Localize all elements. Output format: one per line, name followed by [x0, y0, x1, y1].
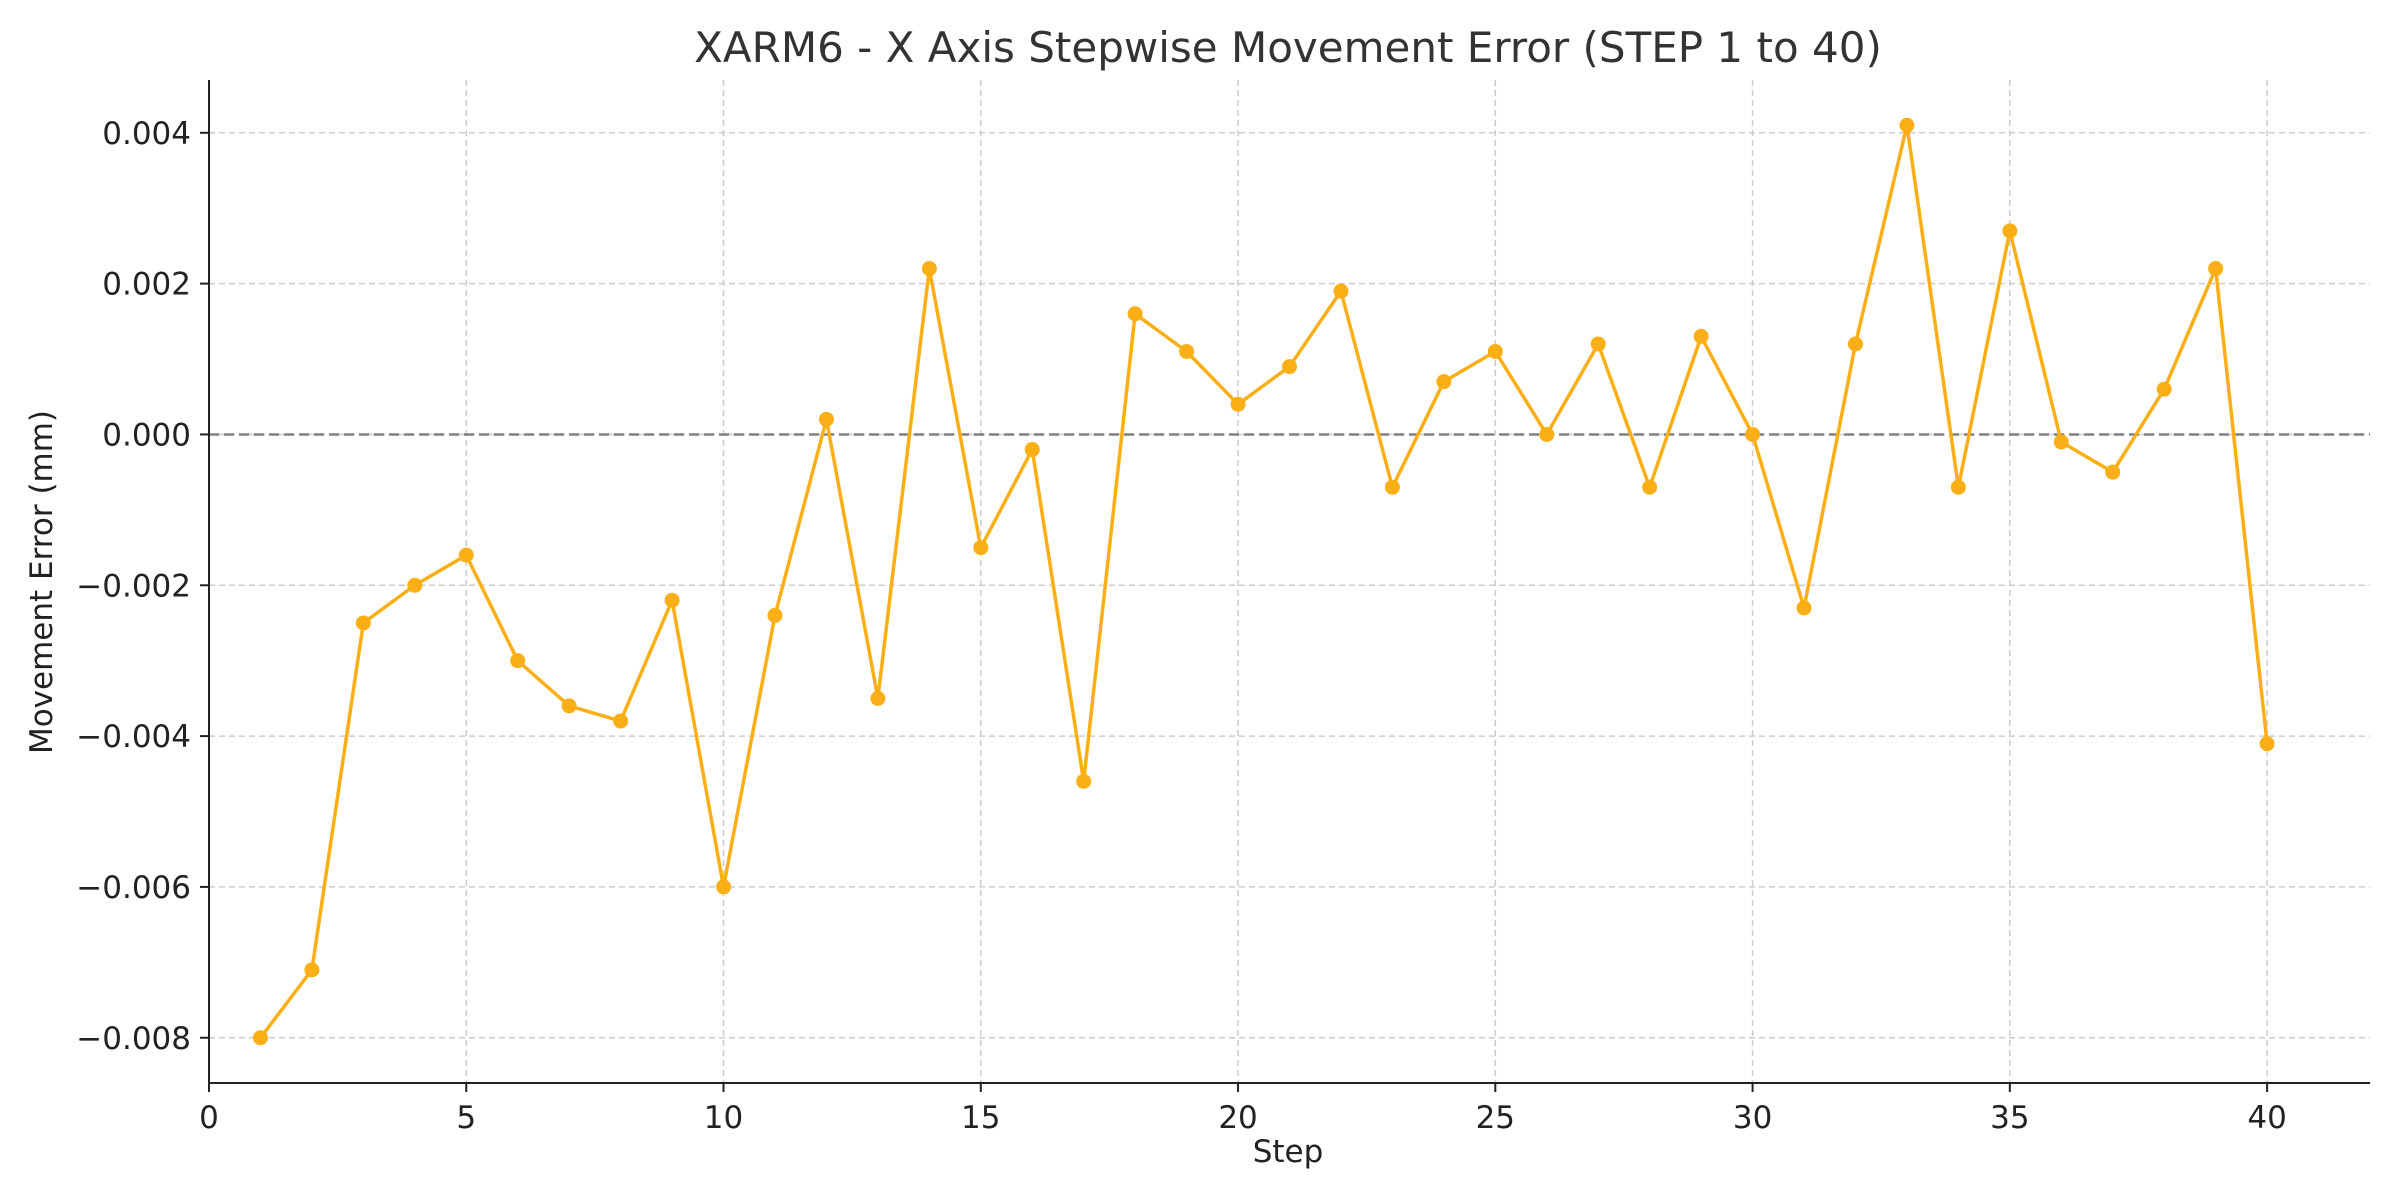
data-point: [973, 540, 989, 556]
y-axis-label: Movement Error (mm): [24, 410, 60, 754]
data-point: [870, 690, 886, 706]
grid: [208, 80, 2370, 1083]
data-point: [2105, 464, 2121, 480]
data-point: [252, 1030, 268, 1046]
data-point: [1745, 426, 1761, 442]
y-tick-label: −0.006: [76, 870, 191, 906]
data-point: [1539, 426, 1555, 442]
data-point: [2156, 381, 2172, 397]
data-point: [1333, 283, 1349, 299]
data-point: [1384, 479, 1400, 495]
data-point: [458, 547, 474, 563]
data-point: [767, 607, 783, 623]
data-point: [355, 615, 371, 631]
data-point: [1950, 479, 1966, 495]
x-tick-label: 40: [2247, 1100, 2286, 1136]
x-tick-label: 25: [1476, 1100, 1515, 1136]
data-point: [1487, 343, 1503, 359]
y-tick-label: −0.008: [76, 1021, 191, 1057]
tick-labels: 0 5 10 15 20 25 30 35 40 0.004 0.002 0.000 −0.002 −0.…: [76, 116, 2287, 1136]
data-point: [561, 698, 577, 714]
y-tick-label: 0.002: [102, 267, 191, 303]
data-point: [921, 261, 937, 277]
x-tick-label: 10: [704, 1100, 743, 1136]
x-tick-label: 0: [199, 1100, 219, 1136]
data-point: [2259, 736, 2275, 752]
data-point: [1230, 396, 1246, 412]
data-point: [2002, 223, 2018, 239]
data-point: [1899, 117, 1915, 133]
data-point: [716, 879, 732, 895]
data-point: [1076, 773, 1092, 789]
data-point: [664, 592, 680, 608]
x-tick-label: 20: [1218, 1100, 1257, 1136]
data-point: [1282, 359, 1297, 375]
y-tick-label: −0.004: [76, 719, 191, 755]
data-point: [1024, 442, 1040, 458]
data-point: [818, 411, 834, 427]
x-axis-label: Step: [1253, 1134, 1324, 1170]
data-point: [2053, 434, 2069, 450]
data-point: [1127, 306, 1143, 322]
data-series: [252, 117, 2275, 1046]
x-tick-label: 5: [456, 1100, 476, 1136]
data-point: [510, 653, 526, 669]
series-line: [259, 123, 2269, 1039]
data-point: [1179, 343, 1195, 359]
x-tick-label: 15: [961, 1100, 1000, 1136]
data-point: [407, 577, 423, 593]
x-tick-label: 30: [1733, 1100, 1772, 1136]
data-point: [1436, 374, 1452, 390]
data-point: [1590, 336, 1606, 352]
axes: [200, 80, 2370, 1092]
data-point: [1693, 328, 1709, 344]
x-tick-label: 35: [1990, 1100, 2029, 1136]
data-point: [1796, 600, 1812, 616]
data-point: [1642, 479, 1658, 495]
data-point: [304, 962, 320, 978]
y-tick-label: −0.002: [76, 568, 191, 604]
y-tick-label: 0.004: [102, 116, 191, 152]
data-point: [613, 713, 629, 729]
chart-title: XARM6 - X Axis Stepwise Movement Error (…: [694, 23, 1882, 72]
data-point: [2208, 261, 2224, 277]
y-tick-label: 0.000: [102, 417, 191, 453]
data-point: [1847, 336, 1863, 352]
